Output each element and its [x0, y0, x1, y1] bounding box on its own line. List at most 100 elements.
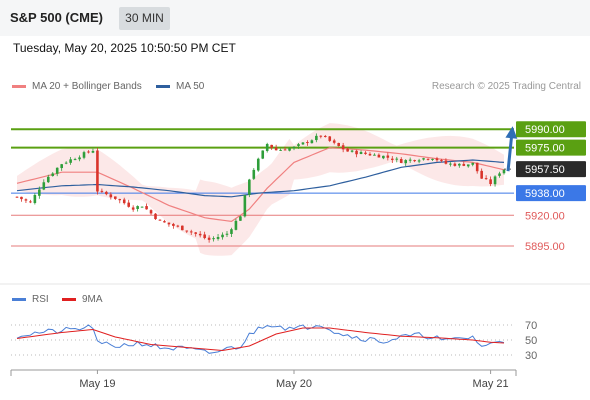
candle-body [337, 142, 340, 147]
candle-body [265, 144, 269, 151]
candle-body [301, 142, 305, 145]
candle-body [422, 158, 425, 160]
candle-body [332, 140, 336, 143]
candle-body [248, 179, 251, 195]
candle-body [78, 157, 81, 160]
candle-body [328, 136, 332, 141]
candle-body [502, 169, 506, 174]
candle-body [484, 178, 488, 180]
legend-ma20: MA 20 + Bollinger Bands [12, 81, 142, 92]
candle-body [15, 196, 19, 198]
candle-body [167, 222, 171, 225]
candle-body [212, 238, 215, 240]
legend-rsi-label: RSI [32, 294, 49, 305]
candle-body [310, 140, 314, 144]
candle-body [408, 159, 412, 161]
candle-body [493, 176, 497, 185]
candle-body [207, 237, 211, 240]
candle-body [270, 144, 273, 148]
candle-body [105, 191, 108, 195]
candle-body [203, 234, 206, 239]
candle-body [100, 190, 104, 192]
candle-body [20, 196, 23, 200]
candle-body [87, 151, 90, 153]
candle-body [51, 173, 55, 176]
candle-body [319, 135, 323, 137]
candle-body [252, 169, 256, 179]
price-label-5: 5895.00 [525, 241, 565, 253]
candle-body [292, 146, 296, 149]
rsi-tick-label-0: 70 [525, 320, 537, 332]
candle-body [122, 199, 126, 204]
legend-rsi-ma: 9MA [62, 294, 103, 305]
legend-ma20-label: MA 20 + Bollinger Bands [32, 81, 142, 92]
header-bar: S&P 500 (CME) 30 MIN [0, 0, 590, 36]
candle-body [444, 160, 448, 164]
x-tick-label-0: May 19 [79, 378, 115, 390]
candle-body [431, 158, 434, 160]
candle-body [55, 167, 59, 174]
price-label-1: 5975.00 [525, 143, 565, 155]
candle-body [283, 149, 287, 151]
candle-body [373, 154, 376, 156]
candle-body [395, 158, 399, 160]
candle-body [181, 225, 184, 231]
candle-body [154, 213, 157, 220]
candle-body [462, 163, 466, 166]
legend-rsi-ma-label: 9MA [82, 294, 103, 305]
timeframe-button[interactable]: 30 MIN [119, 7, 170, 30]
candle-body [24, 199, 28, 201]
candle-body [449, 163, 452, 165]
candle-body [158, 219, 162, 221]
candle-body [91, 150, 95, 153]
datetime-label: Tuesday, May 20, 2025 10:50:50 PM CET [13, 41, 236, 55]
candle-body [261, 150, 265, 159]
candle-body [64, 162, 68, 164]
candle-body [136, 206, 139, 209]
price-label-3: 5938.00 [525, 188, 565, 200]
candle-body [96, 150, 99, 192]
forecast-arrow [506, 132, 514, 172]
rsi-tick-label-2: 30 [525, 350, 537, 362]
ma50-swatch [156, 84, 170, 88]
candle-body [33, 194, 37, 204]
candle-body [216, 237, 220, 239]
price-label-0: 5990.00 [525, 124, 565, 136]
candle-body [382, 155, 385, 159]
candle-body [230, 229, 233, 234]
candle-body [127, 202, 130, 207]
candle-body [288, 148, 291, 151]
candle-body [426, 158, 430, 160]
price-label-bg-3 [516, 185, 586, 202]
candle-body [350, 150, 354, 152]
candle-body [82, 152, 86, 158]
legend-ma50: MA 50 [156, 81, 204, 92]
candle-body [377, 154, 381, 158]
candle-body [346, 148, 349, 152]
candle-body [417, 160, 421, 162]
candle-body [69, 159, 72, 163]
candle-body [315, 135, 318, 141]
candle-body [475, 162, 479, 172]
candle-body [38, 189, 41, 196]
bollinger-band [17, 123, 504, 256]
forecast-arrow-head [505, 126, 518, 139]
candle-body [323, 135, 327, 137]
candle-body [42, 182, 46, 190]
candle-body [73, 159, 77, 161]
candle-body [243, 195, 247, 217]
candle-body [198, 233, 202, 236]
ma20-swatch [12, 84, 26, 88]
candle-body [109, 194, 113, 198]
rsi-ma-swatch [62, 297, 76, 301]
candle-body [185, 230, 189, 232]
candle-body [225, 233, 229, 235]
candle-body [489, 179, 492, 185]
rsi-line [16, 324, 505, 354]
rsi-swatch [12, 297, 26, 301]
candle-body [234, 220, 238, 230]
candle-body [176, 225, 180, 227]
candle-body [399, 159, 403, 163]
candle-body [471, 162, 475, 165]
